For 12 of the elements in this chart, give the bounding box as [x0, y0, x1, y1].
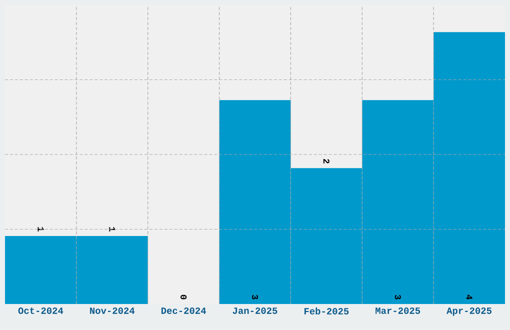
x-tick-label: Mar-2025 — [376, 308, 420, 314]
x-tick-label: Apr-2025 — [446, 308, 492, 316]
x-tick-label: Jan-2025 — [232, 308, 278, 314]
data-label: 3 — [394, 294, 401, 300]
x-tick-label: Nov-2024 — [90, 308, 135, 314]
data-label: 4 — [466, 294, 472, 300]
x-tick-label: Dec-2024 — [161, 308, 206, 314]
x-tick-label: Feb-2025 — [304, 308, 349, 314]
data-label: 3 — [252, 294, 258, 300]
x-tick-label: Oct-2024 — [18, 308, 64, 314]
data-label: 2 — [323, 159, 330, 164]
data-label: 0 — [180, 294, 187, 300]
